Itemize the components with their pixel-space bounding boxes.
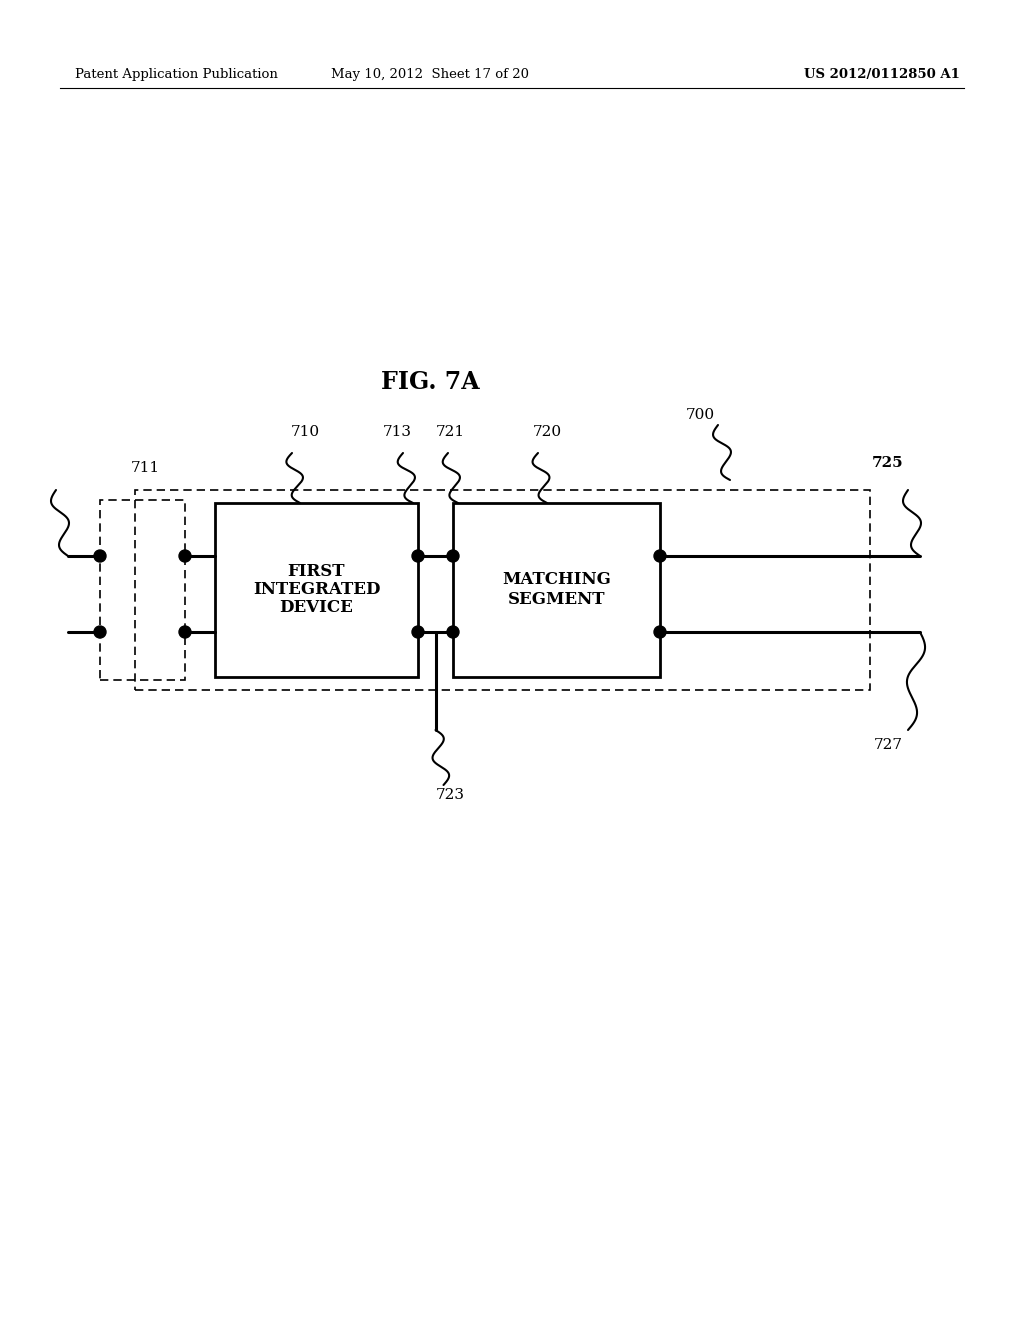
- Bar: [135, 490, 870, 690]
- Text: May 10, 2012  Sheet 17 of 20: May 10, 2012 Sheet 17 of 20: [331, 69, 529, 81]
- Text: INTEGRATED: INTEGRATED: [253, 581, 380, 598]
- Text: SEGMENT: SEGMENT: [508, 591, 605, 609]
- Bar: [100, 500, 185, 680]
- Text: 727: 727: [873, 738, 902, 752]
- Text: MATCHING: MATCHING: [502, 572, 611, 589]
- Text: US 2012/0112850 A1: US 2012/0112850 A1: [804, 69, 961, 81]
- Text: 710: 710: [291, 425, 319, 440]
- Circle shape: [94, 626, 106, 638]
- Text: 700: 700: [685, 408, 715, 422]
- Circle shape: [412, 550, 424, 562]
- Circle shape: [412, 626, 424, 638]
- Circle shape: [447, 550, 459, 562]
- Text: 723: 723: [435, 788, 465, 803]
- Circle shape: [179, 626, 191, 638]
- Circle shape: [654, 626, 666, 638]
- Text: FIRST: FIRST: [288, 564, 345, 581]
- Circle shape: [94, 550, 106, 562]
- Text: 720: 720: [532, 425, 561, 440]
- Text: DEVICE: DEVICE: [280, 599, 353, 616]
- Text: 713: 713: [383, 425, 412, 440]
- Text: 725: 725: [872, 455, 904, 470]
- Circle shape: [654, 550, 666, 562]
- Text: 721: 721: [435, 425, 465, 440]
- Text: FIG. 7A: FIG. 7A: [381, 370, 479, 393]
- Text: 711: 711: [130, 461, 160, 475]
- Text: Patent Application Publication: Patent Application Publication: [75, 69, 278, 81]
- Circle shape: [447, 626, 459, 638]
- Bar: [453, 503, 660, 677]
- Bar: [215, 503, 418, 677]
- Circle shape: [179, 550, 191, 562]
